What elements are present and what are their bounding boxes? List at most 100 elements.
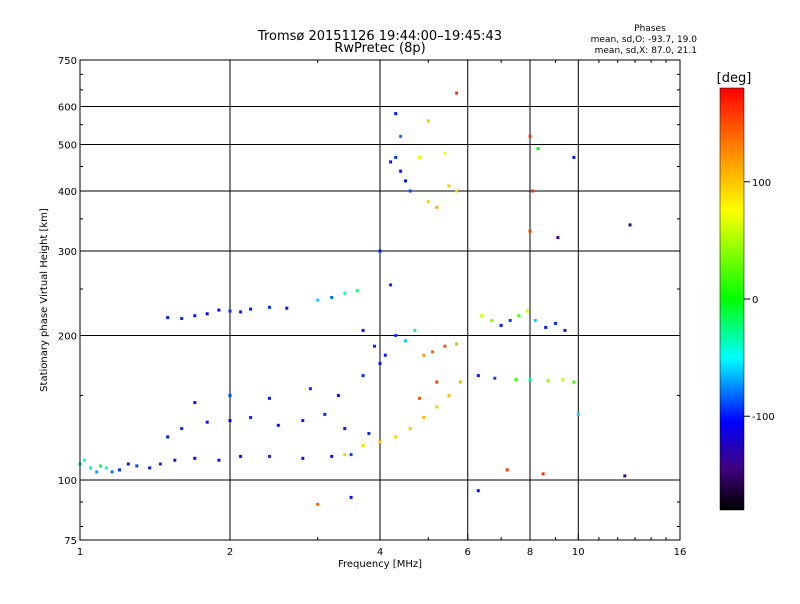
chart-title-line1: Tromsø 20151126 19:44:00–19:45:43 (257, 29, 502, 44)
data-point (323, 412, 327, 416)
data-point (95, 470, 99, 474)
data-point (316, 502, 320, 506)
data-point (308, 387, 312, 391)
data-point (499, 323, 503, 327)
data-point (394, 155, 398, 159)
data-point (408, 189, 412, 193)
data-point (399, 169, 403, 173)
data-point (355, 289, 359, 293)
data-point (480, 314, 484, 318)
data-point (110, 470, 114, 474)
data-point (361, 328, 365, 332)
data-point (572, 380, 576, 384)
data-point (435, 380, 439, 384)
data-point (104, 466, 108, 470)
colorbar-tick-label: 0 (752, 295, 758, 306)
data-point (394, 112, 398, 116)
x-tick-label: 16 (674, 547, 687, 558)
data-point (399, 134, 403, 138)
y-tick-label: 200 (58, 332, 77, 343)
data-point (126, 462, 130, 466)
data-point (193, 314, 197, 318)
data-point (493, 376, 497, 380)
data-point (455, 342, 459, 346)
data-point (135, 464, 139, 468)
data-point (239, 454, 243, 458)
data-point (180, 427, 184, 431)
data-point (378, 361, 382, 365)
x-tick-label: 4 (377, 547, 383, 558)
phase-stats-heading: Phases (634, 24, 666, 34)
data-point (490, 319, 494, 322)
data-point (455, 189, 459, 193)
x-tick-label: 8 (527, 547, 533, 558)
y-tick-label: 100 (58, 476, 77, 487)
data-point (447, 184, 451, 188)
chart-title-line2: RwPretec (8p) (334, 41, 425, 56)
data-point (118, 468, 121, 472)
data-point (82, 458, 86, 462)
data-point (422, 416, 426, 419)
x-axis-label: Frequency [MHz] (338, 559, 422, 570)
colorbar-ticks: 100 0 -100 (744, 178, 775, 423)
phase-stats-x: mean, sd,X: 87.0, 21.1 (595, 46, 697, 56)
data-point (343, 291, 347, 295)
data-point (268, 454, 271, 458)
data-point (361, 374, 365, 378)
colorbar (719, 87, 745, 511)
data-point (528, 229, 532, 233)
data-point (431, 350, 435, 354)
data-point (514, 378, 518, 381)
data-point (217, 308, 221, 312)
data-point (383, 353, 387, 357)
data-point (316, 298, 320, 302)
data-point (343, 453, 347, 457)
axis-ticks: 1 2 4 6 8 10 16 75 100 200 300 400 500 600 750 (58, 56, 686, 558)
data-point (554, 321, 557, 325)
data-point (330, 296, 334, 299)
data-point (389, 283, 393, 287)
y-tick-label: 750 (58, 56, 77, 67)
data-point (531, 189, 535, 193)
data-point (455, 91, 459, 95)
data-point (389, 160, 393, 164)
data-point (528, 378, 532, 381)
data-point (239, 310, 243, 314)
data-point (249, 307, 253, 311)
data-point (447, 394, 451, 397)
colorbar-tick-label: -100 (752, 412, 775, 423)
data-point (443, 151, 447, 155)
data-point (276, 423, 280, 427)
data-point (217, 458, 221, 462)
y-tick-label: 75 (64, 536, 77, 547)
data-point (443, 344, 447, 348)
data-point (166, 435, 170, 439)
data-point (180, 317, 184, 320)
data-point (148, 466, 152, 470)
data-point (99, 464, 103, 468)
y-tick-label: 500 (58, 141, 77, 152)
data-point (193, 401, 197, 405)
data-point (349, 495, 353, 499)
data-point (422, 353, 426, 357)
x-tick-label: 6 (465, 547, 471, 558)
data-point (505, 468, 509, 472)
data-point (367, 432, 371, 435)
y-axis-label: Stationary phase Virtual Height [km] (39, 208, 50, 392)
data-point (426, 200, 430, 204)
data-point (336, 394, 340, 397)
x-tick-label: 1 (77, 547, 83, 558)
y-tick-label: 300 (58, 247, 77, 258)
data-point (517, 314, 521, 318)
data-point (508, 319, 512, 322)
data-point (426, 119, 430, 123)
data-point (89, 466, 93, 470)
y-tick-label: 600 (58, 103, 77, 114)
data-point (228, 394, 232, 397)
colorbar-label: [deg] (717, 71, 752, 86)
data-point (166, 316, 170, 320)
data-point (556, 236, 560, 240)
data-point (205, 420, 209, 424)
data-point (476, 374, 480, 378)
